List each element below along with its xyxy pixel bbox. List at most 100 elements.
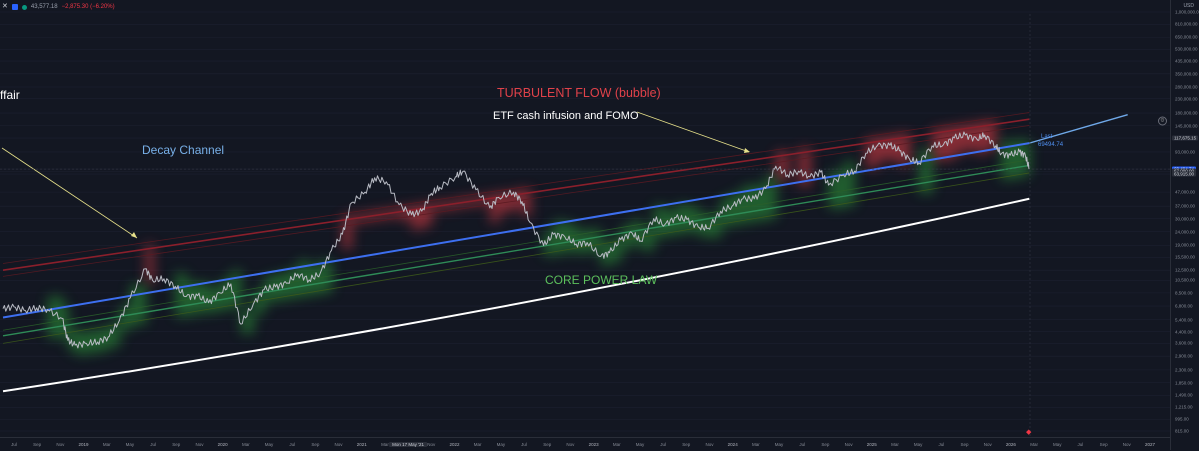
- x-tick-label: May: [914, 442, 923, 447]
- y-tick-label: 650,000.00: [1175, 35, 1198, 40]
- symbol-bar: ✕ 43,577.18 −2,875.30 (−6.20%): [0, 0, 1172, 14]
- x-tick-label: Jul: [938, 442, 944, 447]
- y-tick-label: 12,500.00: [1175, 268, 1195, 273]
- y-tick-label: 180,000.00: [1175, 111, 1198, 116]
- y-tick-label: 15,500.00: [1175, 255, 1195, 260]
- value-band-segment: [766, 175, 777, 218]
- x-tick-label: May: [1053, 442, 1062, 447]
- currency-label: USD: [1183, 3, 1194, 9]
- y-tick-label: 350,000.00: [1175, 71, 1198, 76]
- x-tick-label: Mar: [613, 442, 621, 447]
- y-tick-label: 4,400.00: [1175, 329, 1193, 334]
- x-tick-label: Mar: [1030, 442, 1038, 447]
- y-tick-label: 37,000.00: [1175, 204, 1195, 209]
- x-tick-label: 2026: [1006, 442, 1016, 447]
- x-tick-label: Sep: [33, 442, 41, 447]
- y-tick-label: 3,600.00: [1175, 341, 1193, 346]
- y-tick-label: 19,000.00: [1175, 243, 1195, 248]
- y-tick-label: 5,400.00: [1175, 317, 1193, 322]
- price-alert-icon[interactable]: ⊙: [1158, 117, 1167, 126]
- arrow-affair-head: [131, 232, 137, 238]
- value-band-segment: [565, 224, 577, 252]
- x-tick-label: Sep: [172, 442, 180, 447]
- x-tick-label: Jul: [660, 442, 666, 447]
- x-tick-label: Mar: [891, 442, 899, 447]
- grid-lines: [0, 12, 1170, 431]
- bubble-band: [146, 121, 997, 283]
- annotation-turbulent-flow: TURBULENT FLOW (bubble): [497, 86, 661, 100]
- value-band-segment: [48, 296, 64, 338]
- x-tick-label: May: [265, 442, 274, 447]
- x-tick-label: 2021: [357, 442, 367, 447]
- symbol-logo-icon: [12, 4, 18, 10]
- last-price-label: Last 69494.74: [1038, 133, 1063, 149]
- x-tick-label: Jul: [1078, 442, 1084, 447]
- arrow-etf-head: [744, 148, 750, 153]
- x-tick-label: Mar: [752, 442, 760, 447]
- x-tick-label: Sep: [311, 442, 319, 447]
- annotation-decay-channel: Decay Channel: [142, 143, 224, 157]
- floor-line[interactable]: [3, 199, 1029, 392]
- y-tick-label: 1,215.00: [1175, 405, 1193, 410]
- last-value: 69494.74: [1038, 141, 1063, 149]
- time-axis[interactable]: Jul Sep Nov 2019 Mar May Jul Sep Nov 2020 Mar May Ju…: [0, 437, 1170, 451]
- x-tick-label: Sep: [821, 442, 829, 447]
- x-tick-label: Sep: [961, 442, 969, 447]
- x-tick-label: Nov: [566, 442, 574, 447]
- x-tick-label: May: [497, 442, 506, 447]
- x-tick-label: Jul: [799, 442, 805, 447]
- value-band-segment: [130, 285, 146, 324]
- chart-plot[interactable]: [0, 0, 1170, 437]
- x-tick-label: 2024: [728, 442, 738, 447]
- x-tick-label: Nov: [705, 442, 713, 447]
- arrow-etf: [637, 112, 749, 152]
- y-tick-label: 2,900.00: [1175, 354, 1193, 359]
- y-tick-label: 1,850.00: [1175, 380, 1193, 385]
- upper-channel-line[interactable]: [3, 119, 1029, 270]
- y-tick-label: 30,000.00: [1175, 216, 1195, 221]
- x-tick-label: May: [775, 442, 784, 447]
- x-tick-label: Nov: [195, 442, 203, 447]
- x-tick-label: Nov: [56, 442, 64, 447]
- y-tick-label: 995.00: [1175, 417, 1189, 422]
- x-tick-label: Mar: [381, 442, 389, 447]
- value-band-segment: [175, 273, 187, 317]
- x-tick-label: May: [126, 442, 135, 447]
- x-tick-label: Nov: [1123, 442, 1131, 447]
- x-tick-label: May: [636, 442, 645, 447]
- y-tick-label: 8,500.00: [1175, 290, 1193, 295]
- x-tick-label: 2027: [1145, 442, 1155, 447]
- y-tick-label: 6,800.00: [1175, 304, 1193, 309]
- x-tick-label: Jul: [521, 442, 527, 447]
- y-tick-label: 63,915.00: [1172, 172, 1196, 177]
- x-tick-label: 2025: [867, 442, 877, 447]
- crosshair: [0, 14, 1170, 437]
- y-tick-label: 530,000.00: [1175, 47, 1198, 52]
- annotation-arrows: [2, 112, 750, 238]
- value-band-segment: [676, 204, 688, 233]
- x-tick-label: Mar: [103, 442, 111, 447]
- annotation-core-power-law: CORE POWER LAW: [545, 273, 657, 287]
- y-tick-label: 93,000.00: [1175, 149, 1195, 154]
- y-tick-label: 2,300.00: [1175, 367, 1193, 372]
- y-tick-label: 145,000.00: [1175, 123, 1198, 128]
- y-tick-label: 117,675.15: [1172, 136, 1198, 141]
- x-tick-label: Jul: [11, 442, 17, 447]
- x-tick-label: 2020: [218, 442, 228, 447]
- annotation-etf: ETF cash infusion and FOMO: [493, 110, 639, 122]
- x-tick-label: 2022: [449, 442, 459, 447]
- x-tick-label: Nov: [845, 442, 853, 447]
- x-tick-label: Sep: [543, 442, 551, 447]
- upper-channel-edge[interactable]: [3, 113, 1029, 264]
- y-tick-label: 24,000.00: [1175, 229, 1195, 234]
- x-tick-label: Jul: [289, 442, 295, 447]
- annotation-affair: ffair: [0, 88, 20, 102]
- market-status-icon: [22, 5, 27, 10]
- close-icon[interactable]: ✕: [2, 4, 8, 10]
- last-title: Last: [1038, 133, 1063, 141]
- y-tick-label: 10,500.00: [1175, 278, 1195, 283]
- x-tick-label: Nov: [984, 442, 992, 447]
- alert-flag-icon[interactable]: ◆: [1026, 430, 1032, 436]
- x-tick-label: 2019: [79, 442, 89, 447]
